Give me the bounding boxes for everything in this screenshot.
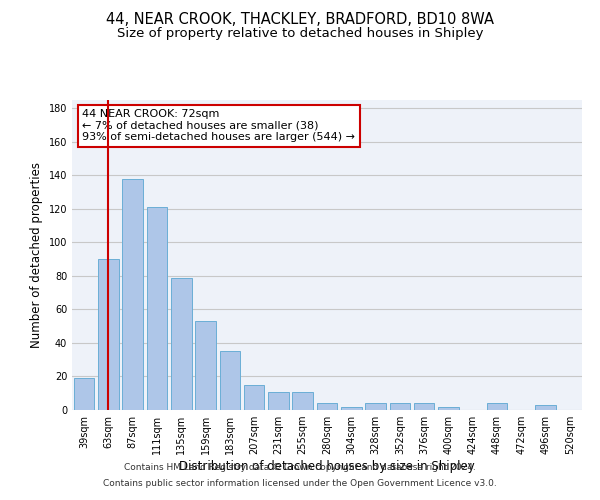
Bar xyxy=(220,352,240,410)
Bar xyxy=(317,404,337,410)
Bar xyxy=(487,404,508,410)
Bar xyxy=(195,321,216,410)
Bar xyxy=(122,179,143,410)
Bar xyxy=(268,392,289,410)
X-axis label: Distribution of detached houses by size in Shipley: Distribution of detached houses by size … xyxy=(179,460,475,473)
Bar xyxy=(365,404,386,410)
Text: Size of property relative to detached houses in Shipley: Size of property relative to detached ho… xyxy=(117,28,483,40)
Text: Contains public sector information licensed under the Open Government Licence v3: Contains public sector information licen… xyxy=(103,478,497,488)
Text: 44, NEAR CROOK, THACKLEY, BRADFORD, BD10 8WA: 44, NEAR CROOK, THACKLEY, BRADFORD, BD10… xyxy=(106,12,494,28)
Bar xyxy=(74,378,94,410)
Bar xyxy=(438,406,459,410)
Y-axis label: Number of detached properties: Number of detached properties xyxy=(30,162,43,348)
Bar xyxy=(389,404,410,410)
Bar xyxy=(244,385,265,410)
Bar xyxy=(341,406,362,410)
Text: Contains HM Land Registry data © Crown copyright and database right 2024.: Contains HM Land Registry data © Crown c… xyxy=(124,464,476,472)
Bar xyxy=(98,259,119,410)
Bar xyxy=(535,405,556,410)
Bar xyxy=(171,278,191,410)
Bar xyxy=(146,207,167,410)
Bar xyxy=(414,404,434,410)
Text: 44 NEAR CROOK: 72sqm
← 7% of detached houses are smaller (38)
93% of semi-detach: 44 NEAR CROOK: 72sqm ← 7% of detached ho… xyxy=(82,110,355,142)
Bar xyxy=(292,392,313,410)
